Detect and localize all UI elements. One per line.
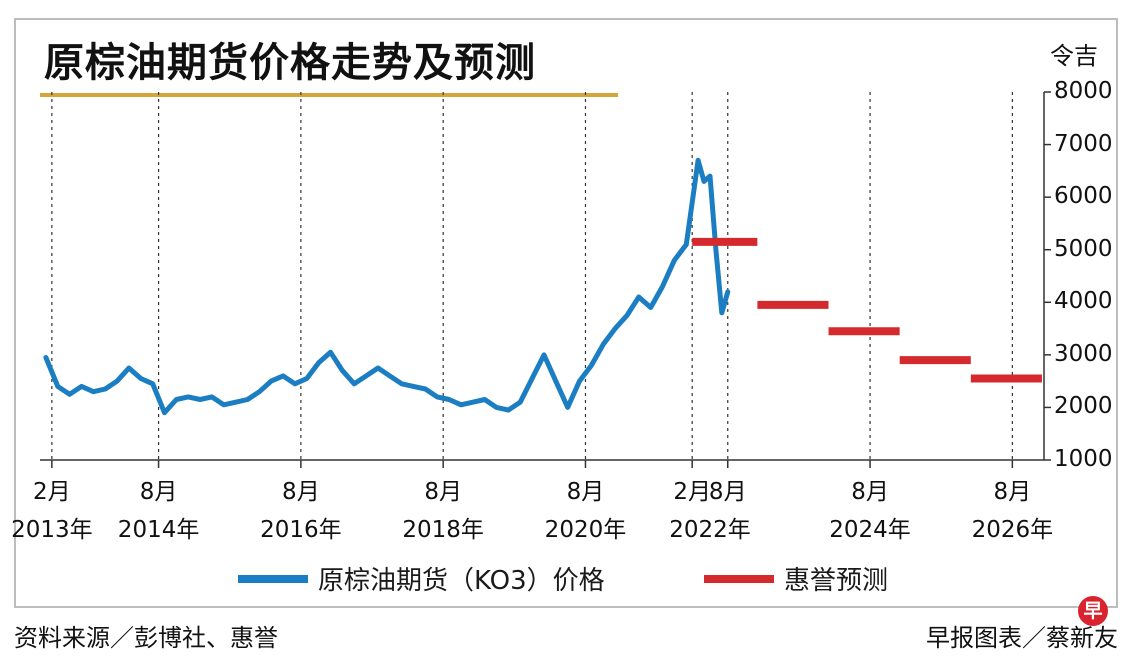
x-tick-year-2020-08: 2020年 <box>544 517 627 543</box>
legend: 原棕油期货（KO3）价格 惠誉预测 <box>0 560 1140 600</box>
y-tick-label-8000: 8000 <box>1054 78 1113 104</box>
x-tick-month-2016-08: 8月 <box>282 479 320 505</box>
x-tick-year-2013-02: 2013年 <box>11 517 93 543</box>
chart-title: 原棕油期货价格走势及预测 <box>44 40 536 86</box>
y-axis-unit: 令吉 <box>1050 42 1098 70</box>
legend-label-forecast: 惠誉预测 <box>784 566 889 596</box>
x-tick-month-2020-08: 8月 <box>566 479 605 505</box>
x-tick-month-2024-08: 8月 <box>851 479 889 505</box>
x-tick-month-2022-08: 8月 <box>708 479 747 505</box>
y-tick-label-2000: 2000 <box>1054 393 1113 420</box>
x-tick-year-2014-08: 2014年 <box>117 517 200 543</box>
legend-item-forecast: 惠誉预测 <box>704 560 888 597</box>
legend-swatch-forecast <box>704 574 774 583</box>
y-tick-label-1000: 1000 <box>1054 446 1113 472</box>
x-tick-year-2024-08: 2024年 <box>829 517 911 543</box>
y-tick-label-6000: 6000 <box>1054 183 1113 210</box>
x-tick-month-2022-02: 2月 <box>673 479 712 505</box>
credit-note: 早报图表／蔡新友 <box>926 624 1118 652</box>
y-tick-label-7000: 7000 <box>1054 130 1113 157</box>
chart-frame <box>14 18 1118 608</box>
legend-swatch-price <box>238 574 308 583</box>
x-tick-year-2018-08: 2018年 <box>402 517 484 543</box>
x-tick-year-2022-08: 2022年 <box>669 517 751 543</box>
x-tick-month-2014-08: 8月 <box>139 479 178 505</box>
title-underline <box>40 93 618 97</box>
x-tick-year-2026-08: 2026年 <box>971 517 1054 543</box>
x-tick-month-2013-02: 2月 <box>33 479 71 505</box>
source-note: 资料来源／彭博社、惠誉 <box>14 624 278 652</box>
y-tick-label-5000: 5000 <box>1054 235 1113 262</box>
legend-label-price: 原棕油期货（KO3）价格 <box>318 566 605 596</box>
series-line-price <box>43 157 731 416</box>
y-tick-label-4000: 4000 <box>1054 288 1113 315</box>
x-tick-year-2016-08: 2016年 <box>260 517 342 543</box>
x-tick-month-2018-08: 8月 <box>424 479 462 505</box>
y-tick-label-3000: 3000 <box>1054 340 1113 367</box>
x-tick-month-2026-08: 8月 <box>993 479 1032 505</box>
zaobao-logo: 早 <box>1078 596 1108 626</box>
legend-item-price: 原棕油期货（KO3）价格 <box>238 560 605 597</box>
